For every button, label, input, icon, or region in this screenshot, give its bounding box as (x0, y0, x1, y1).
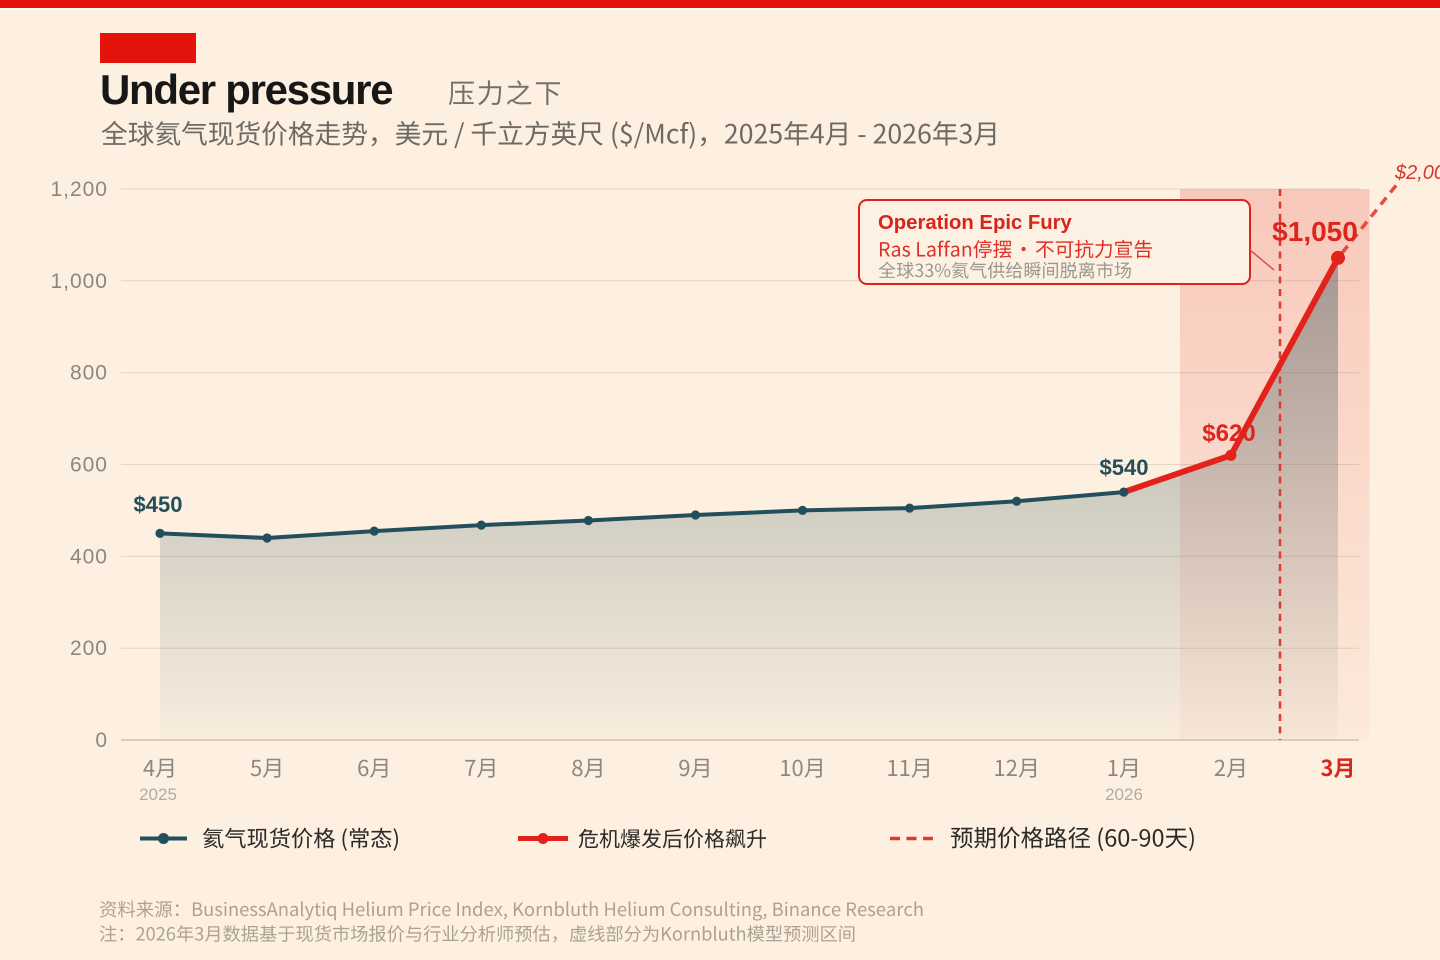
svg-text:1,200: 1,200 (50, 178, 108, 201)
svg-text:2025: 2025 (139, 785, 177, 804)
svg-text:1,000: 1,000 (50, 270, 108, 293)
svg-text:$2,000: $2,000 (1394, 162, 1440, 184)
svg-text:200: 200 (70, 637, 108, 660)
svg-text:$620: $620 (1202, 420, 1255, 447)
svg-text:600: 600 (70, 454, 108, 477)
svg-text:800: 800 (70, 362, 108, 385)
svg-text:Operation Epic Fury: Operation Epic Fury (878, 212, 1073, 234)
svg-text:$450: $450 (134, 492, 183, 517)
svg-text:2026: 2026 (1105, 785, 1143, 804)
svg-text:400: 400 (70, 545, 108, 568)
svg-text:$1,050: $1,050 (1272, 216, 1358, 247)
svg-text:Under pressure: Under pressure (100, 66, 392, 113)
svg-text:$540: $540 (1100, 455, 1149, 480)
svg-text:0: 0 (95, 729, 108, 752)
